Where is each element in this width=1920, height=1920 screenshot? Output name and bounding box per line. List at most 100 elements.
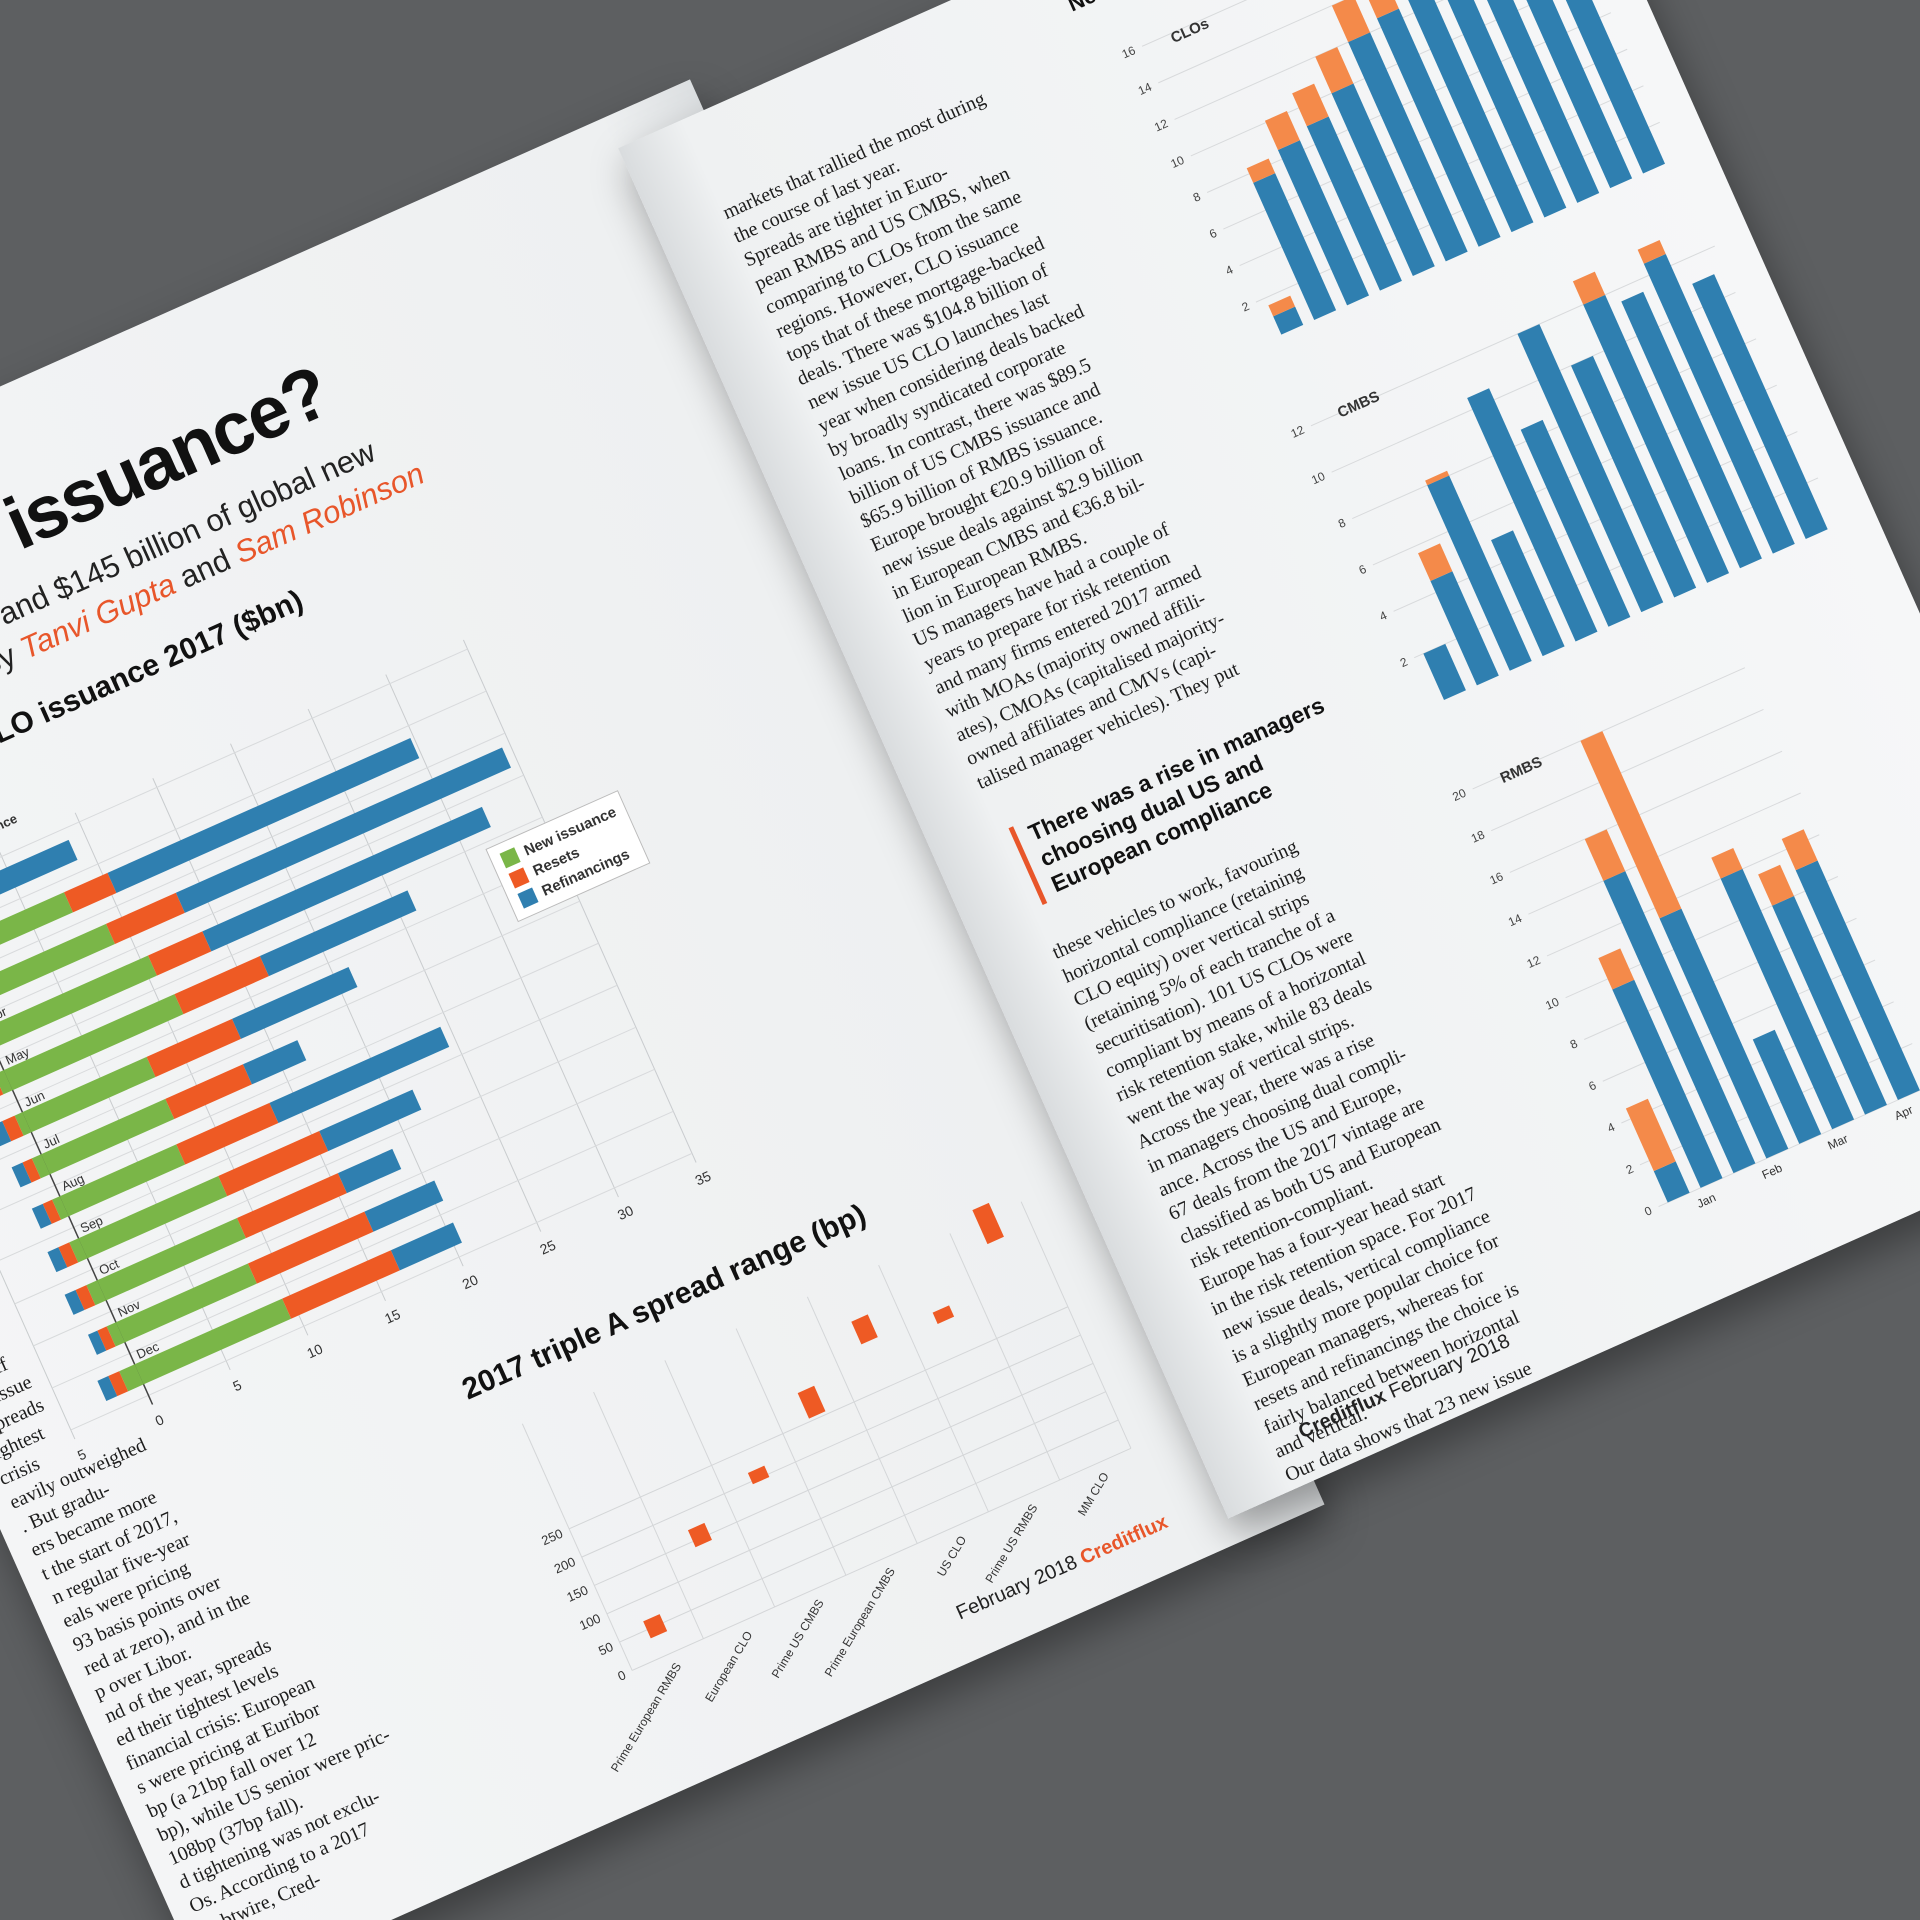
- us-bar-new-issuance: [0, 955, 157, 1049]
- stack-bar-base: [1348, 32, 1468, 262]
- gridline: [581, 1334, 1081, 1558]
- stack-bar-base: [1603, 871, 1756, 1174]
- panel-label: CLOs: [1168, 15, 1211, 47]
- spread-range-bar: [797, 1385, 826, 1419]
- gridline: [1472, 667, 1746, 790]
- stack-bar-base: [1752, 1029, 1822, 1144]
- stack-bar-base: [1427, 475, 1532, 671]
- us-bar-refinancings: [107, 738, 420, 893]
- gridline: [0, 774, 524, 1053]
- us-bar-refinancings: [269, 1026, 450, 1123]
- us-bar-new-issuance: [0, 892, 73, 965]
- stack-bar-base: [1376, 8, 1501, 247]
- gridline: [1190, 0, 1595, 157]
- us-bar-resets: [165, 1064, 252, 1119]
- stack-bar-top: [1292, 83, 1329, 127]
- stack-bar-top: [1598, 948, 1635, 990]
- x-tick-label: 35: [693, 1167, 714, 1188]
- stack-bar-top: [1315, 47, 1354, 94]
- us-bar-refinancings: [259, 890, 417, 977]
- stack-bar-base: [1306, 116, 1402, 291]
- gridline: [0, 984, 618, 1263]
- gridline: [606, 1391, 1106, 1615]
- stack-bar-base: [1795, 860, 1920, 1100]
- stack-bar-top: [1425, 470, 1450, 486]
- gridline: [594, 1362, 1094, 1586]
- stack-bar-base: [1277, 140, 1370, 306]
- y-tick-label: 4: [1605, 1120, 1617, 1136]
- stack-bar-base: [1720, 868, 1855, 1130]
- y-tick-label: 150: [564, 1582, 590, 1605]
- us-bar-refinancings: [232, 966, 358, 1039]
- y-tick-label: 16: [1487, 869, 1505, 887]
- stack-bar-base: [1643, 253, 1795, 554]
- stack-bar-base: [1467, 388, 1598, 642]
- gridline: [1491, 709, 1764, 832]
- gridline: [462, 639, 697, 1163]
- y-tick-label: 8: [1336, 515, 1348, 531]
- euro-bar-refinancings: [11, 1162, 32, 1188]
- euro-bar-new-issuance: [0, 1070, 13, 1095]
- category-label: MM CLO: [1075, 1470, 1112, 1518]
- stack-bar-base: [1480, 0, 1633, 189]
- y-tick-label: 18: [1469, 827, 1487, 845]
- stack-bar-top: [1781, 829, 1818, 871]
- y-tick-label: 6: [1207, 226, 1219, 242]
- euro-bar-new-issuance: [69, 1238, 88, 1263]
- y-tick-label: 12: [1289, 423, 1307, 441]
- y-tick-label: 12: [1152, 116, 1170, 134]
- gridline: [70, 1152, 693, 1431]
- y-tick-label: 12: [1525, 953, 1543, 971]
- us-bar-resets: [146, 1018, 241, 1077]
- us-bar-refinancings: [319, 1089, 422, 1152]
- gridline: [1310, 245, 1715, 427]
- stack-bar-base: [1430, 571, 1499, 686]
- x-tick-label: Feb: [1760, 1161, 1785, 1182]
- y-tick-label: 10: [1309, 469, 1327, 487]
- right-page: markets that rallied the most during the …: [618, 0, 1920, 1519]
- stack-bar-base: [1491, 530, 1565, 657]
- euro-bar-refinancings: [87, 1330, 107, 1355]
- stack-bar-base: [1426, 0, 1567, 218]
- stack-bar-base: [1659, 908, 1789, 1159]
- stack-bar-base: [1525, 0, 1666, 174]
- stack-bar-base: [1520, 419, 1631, 627]
- stack-bar-top: [1246, 158, 1276, 183]
- stack-bar-base: [1570, 355, 1697, 598]
- y-tick-label: 250: [539, 1526, 565, 1549]
- us-bar-refinancings: [0, 839, 78, 909]
- us-bar-new-issuance: [3, 994, 184, 1091]
- us-bar-resets: [148, 931, 212, 976]
- euro-bar-refinancings: [0, 1121, 12, 1147]
- y-tick-label: 16: [1120, 43, 1138, 61]
- month-label: Jul: [40, 1131, 61, 1152]
- stack-bar-top: [1331, 0, 1371, 43]
- gridline: [1174, 0, 1579, 120]
- gridline: [0, 942, 599, 1221]
- gridline: [0, 916, 76, 1440]
- y-tick-label: 2: [1398, 654, 1410, 670]
- gridline: [568, 1306, 1069, 1530]
- y-tick-label: 0: [615, 1667, 628, 1684]
- y-tick-label: 200: [552, 1554, 578, 1577]
- x-tick-label: 15: [382, 1306, 403, 1327]
- gridline: [664, 1360, 776, 1608]
- gridline: [1158, 0, 1563, 84]
- y-tick-label: 14: [1506, 911, 1524, 929]
- stack-bar-base: [1253, 173, 1337, 320]
- stack-bar-top: [1580, 731, 1682, 919]
- us-bar-resets: [106, 892, 185, 944]
- gridline: [1352, 338, 1757, 520]
- gridline: [0, 900, 580, 1179]
- gridline: [619, 1419, 1119, 1643]
- stack-bar-base: [1692, 274, 1828, 539]
- euro-bar-new-issuance: [31, 1154, 51, 1179]
- gridline: [1020, 1201, 1132, 1449]
- gridline: [0, 690, 487, 969]
- stack-bar-base: [1331, 83, 1435, 277]
- gridline: [1509, 750, 1783, 873]
- euro-bar-resets: [97, 1326, 116, 1351]
- stack-bar-top: [1363, 0, 1399, 19]
- y-tick-label: 0: [1642, 1203, 1654, 1219]
- us-bar-refinancings: [364, 1180, 444, 1232]
